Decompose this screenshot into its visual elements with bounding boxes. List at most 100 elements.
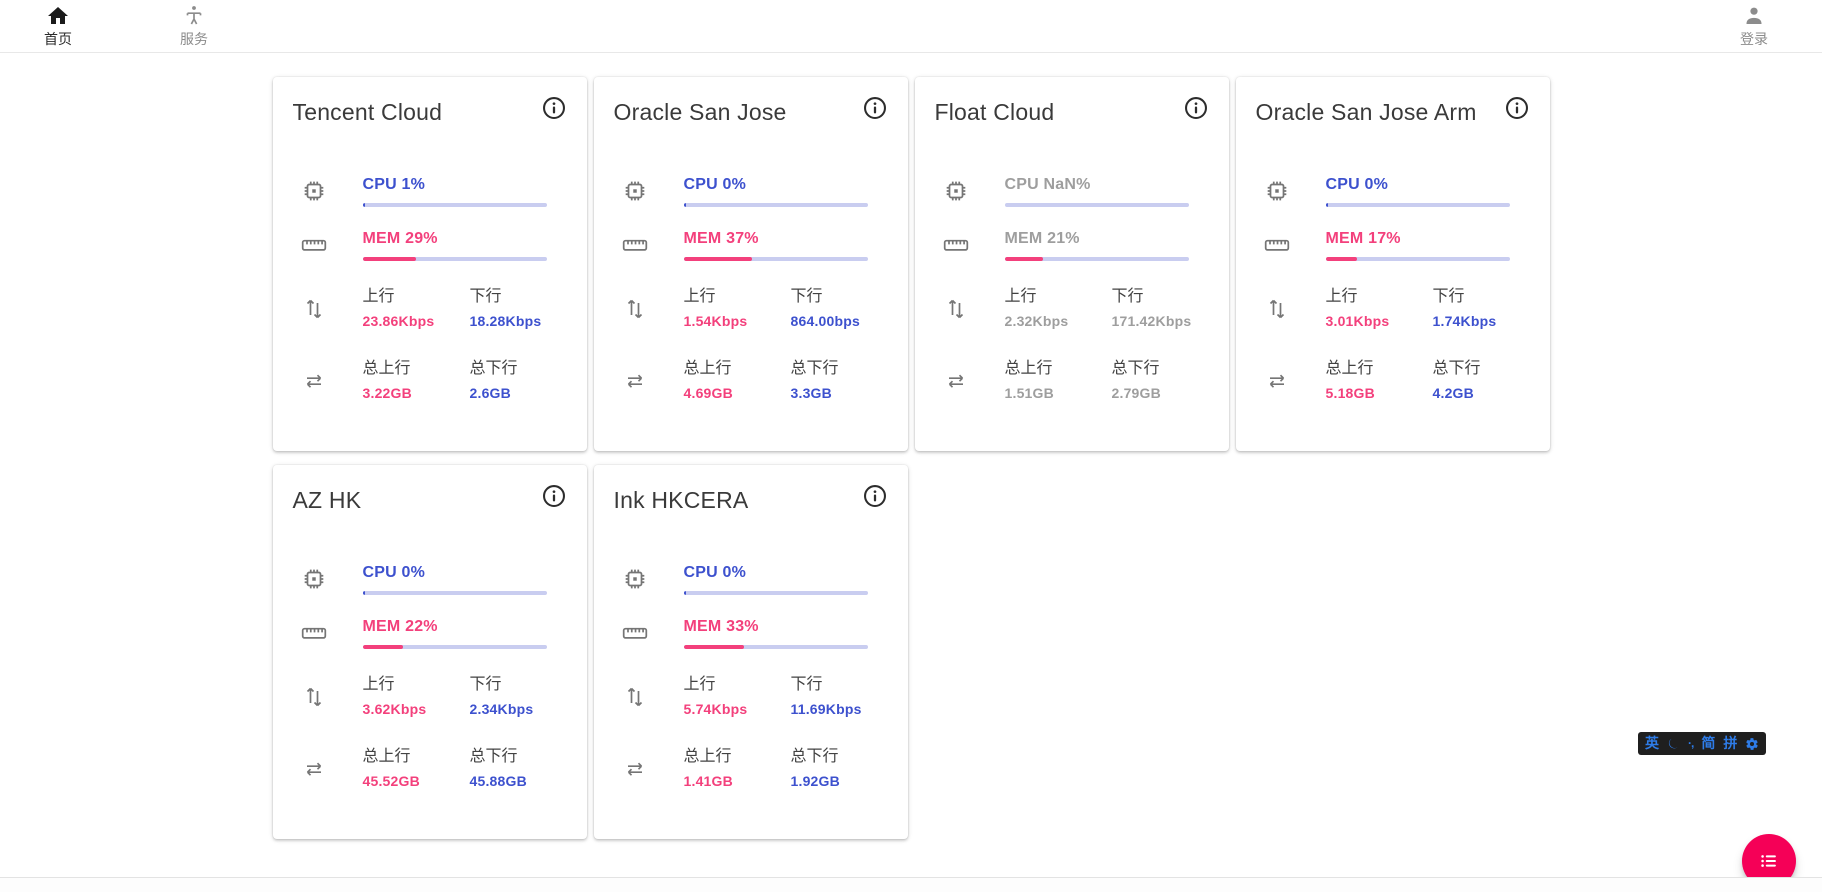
nav-services-label: 服务: [180, 30, 208, 47]
moon-icon[interactable]: [1667, 737, 1680, 750]
mem-usage-label: MEM 22%: [362, 618, 438, 635]
total-row: 总上行 3.22GB 总下行 2.6GB: [293, 357, 567, 405]
down-speed-value: 1.74Kbps: [1432, 313, 1497, 329]
down-speed-value: 171.42Kbps: [1111, 313, 1192, 329]
mem-row: MEM 22%: [293, 618, 567, 649]
down-label: 下行: [790, 676, 823, 693]
mem-usage-label: MEM 17%: [1325, 230, 1401, 247]
mem-row: MEM 21%: [935, 230, 1209, 261]
mem-row: MEM 33%: [614, 618, 888, 649]
total-down-label: 总下行: [790, 748, 839, 765]
total-up-value: 4.69GB: [683, 385, 733, 401]
total-up-value: 3.22GB: [362, 385, 412, 401]
total-row: 总上行 45.52GB 总下行 45.88GB: [293, 745, 567, 793]
speed-row: 上行 3.62Kbps 下行 2.34Kbps: [293, 673, 567, 721]
info-icon[interactable]: [1504, 95, 1530, 121]
cpu-progress-bar: [1004, 203, 1189, 207]
total-up-value: 45.52GB: [362, 773, 420, 789]
mem-usage-label: MEM 21%: [1004, 230, 1080, 247]
left-right-arrows-icon: [1256, 357, 1298, 405]
mem-progress-bar: [683, 645, 868, 649]
cpu-usage-label: CPU 0%: [683, 176, 747, 193]
total-row: 总上行 1.51GB 总下行 2.79GB: [935, 357, 1209, 405]
total-up-label: 总上行: [683, 748, 732, 765]
cpu-row: CPU NaN%: [935, 176, 1209, 207]
total-up-value: 1.51GB: [1004, 385, 1054, 401]
gear-icon[interactable]: [1745, 737, 1759, 751]
server-card: AZ HK CPU 0%: [272, 465, 587, 839]
nav-item-home[interactable]: 首页: [36, 4, 80, 49]
nav-item-services[interactable]: 服务: [172, 4, 216, 49]
nav-login-label: 登录: [1740, 30, 1768, 47]
footer-divider: [0, 877, 1822, 892]
nav-item-login[interactable]: 登录: [1732, 4, 1776, 49]
ime-language-button[interactable]: 英: [1645, 735, 1659, 751]
info-icon[interactable]: [862, 95, 888, 121]
up-speed-value: 5.74Kbps: [683, 701, 748, 717]
speed-row: 上行 1.54Kbps 下行 864.00bps: [614, 285, 888, 333]
cpu-usage-label: CPU 0%: [362, 564, 426, 581]
cpu-chip-icon: [614, 176, 656, 207]
down-speed-value: 11.69Kbps: [790, 701, 862, 717]
info-icon[interactable]: [1183, 95, 1209, 121]
up-speed-value: 1.54Kbps: [683, 313, 748, 329]
server-name: Tencent Cloud: [292, 99, 443, 125]
cpu-usage-label: CPU 0%: [683, 564, 747, 581]
cpu-row: CPU 0%: [614, 564, 888, 595]
up-label: 上行: [1325, 288, 1358, 305]
info-icon[interactable]: [541, 95, 567, 121]
cpu-progress-bar: [362, 591, 547, 595]
total-up-label: 总上行: [362, 360, 411, 377]
down-label: 下行: [469, 288, 502, 305]
left-right-arrows-icon: [614, 745, 656, 793]
speed-row: 上行 5.74Kbps 下行 11.69Kbps: [614, 673, 888, 721]
cpu-progress-bar: [362, 203, 547, 207]
server-card: Oracle San Jose Arm: [1235, 77, 1550, 451]
server-card: Oracle San Jose CPU: [593, 77, 908, 451]
ime-punctuation-button[interactable]: ·,: [1688, 736, 1694, 750]
server-name: Oracle San Jose: [613, 99, 787, 125]
memory-ruler-icon: [614, 618, 656, 649]
down-label: 下行: [469, 676, 502, 693]
up-down-arrows-icon: [1256, 285, 1298, 333]
total-up-value: 5.18GB: [1325, 385, 1375, 401]
server-name: Float Cloud: [934, 99, 1055, 125]
total-up-value: 1.41GB: [683, 773, 733, 789]
cpu-chip-icon: [1256, 176, 1298, 207]
nav-home-label: 首页: [44, 30, 72, 47]
left-right-arrows-icon: [293, 745, 335, 793]
total-down-label: 总下行: [790, 360, 839, 377]
info-icon[interactable]: [541, 483, 567, 509]
cpu-usage-label: CPU NaN%: [1004, 176, 1091, 193]
info-icon[interactable]: [862, 483, 888, 509]
up-label: 上行: [683, 676, 716, 693]
cpu-progress-bar: [683, 203, 868, 207]
cpu-usage-label: CPU 0%: [1325, 176, 1389, 193]
home-icon: [46, 4, 70, 28]
cpu-chip-icon: [935, 176, 977, 207]
up-speed-value: 23.86Kbps: [362, 313, 435, 329]
mem-progress-bar: [362, 645, 547, 649]
ime-pinyin-button[interactable]: 拼: [1723, 735, 1738, 751]
main-content: Tencent Cloud CPU 1%: [0, 53, 1822, 839]
cpu-row: CPU 0%: [293, 564, 567, 595]
mem-usage-label: MEM 33%: [683, 618, 759, 635]
cpu-chip-icon: [293, 176, 335, 207]
total-down-label: 总下行: [1111, 360, 1160, 377]
person-standing-icon: [182, 4, 206, 28]
server-card: Ink HKCERA CPU 0%: [593, 465, 908, 839]
up-down-arrows-icon: [935, 285, 977, 333]
up-down-arrows-icon: [293, 673, 335, 721]
up-speed-value: 2.32Kbps: [1004, 313, 1069, 329]
mem-progress-bar: [1325, 257, 1510, 261]
up-label: 上行: [683, 288, 716, 305]
down-label: 下行: [1111, 288, 1144, 305]
mem-row: MEM 17%: [1256, 230, 1530, 261]
mem-progress-bar: [362, 257, 547, 261]
mem-progress-bar: [1004, 257, 1189, 261]
top-nav-bar: 首页 服务 登录: [0, 0, 1822, 53]
account-icon: [1742, 4, 1766, 28]
ime-simplified-button[interactable]: 简: [1701, 735, 1716, 751]
server-name: Oracle San Jose Arm: [1255, 99, 1477, 125]
total-down-value: 45.88GB: [469, 773, 527, 789]
